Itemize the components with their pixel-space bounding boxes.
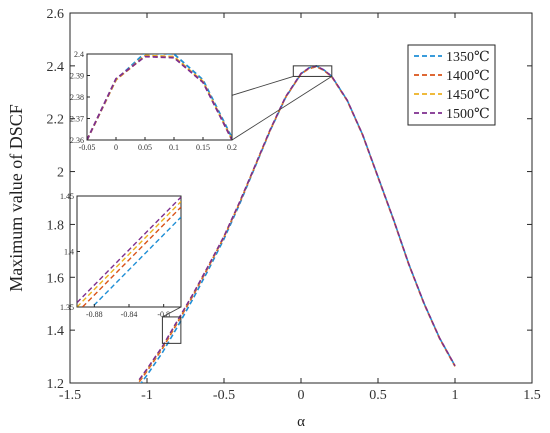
legend-label: 1500℃ (446, 107, 490, 122)
inset-series-line (81, 206, 181, 307)
series-lines (138, 65, 456, 383)
inset-y-tick-label: 2.38 (70, 93, 84, 102)
y-tick-label: 2.6 (47, 7, 65, 22)
y-axis-title: Maximum value of DSCF (6, 104, 26, 292)
inset-x-tick-label: 0.1 (169, 143, 179, 152)
inset-x-tick-label: -0.05 (79, 143, 96, 152)
x-tick-label: -0.5 (213, 388, 235, 403)
y-tick-label: 1.4 (47, 324, 65, 339)
x-tick-label: 1.5 (523, 388, 541, 403)
x-tick-label: -1 (141, 388, 153, 403)
x-tick-label: -1.5 (59, 388, 81, 403)
inset-x-tick-label: -0.88 (86, 310, 103, 319)
inset-x-tick-label: -0.84 (121, 310, 138, 319)
series-line (138, 65, 456, 381)
zoom-box-rise (161, 316, 182, 344)
x-tick-label: 0.5 (369, 388, 387, 403)
inset-series-line (77, 201, 181, 307)
zoom-connector (231, 76, 333, 141)
inset-y-tick-label: 2.39 (70, 72, 84, 81)
inset-x-tick-label: 0.05 (138, 143, 152, 152)
x-tick-label: 0 (298, 388, 305, 403)
inset-y-tick-label: 2.37 (70, 115, 84, 124)
zoom-connector (162, 306, 182, 318)
inset-lines (87, 54, 232, 140)
y-tick-label: 1.2 (47, 377, 65, 392)
inset-y-tick-label: 1.4 (64, 248, 74, 257)
inset-y-tick-label: 1.35 (60, 303, 74, 312)
y-tick-label: 1.8 (47, 218, 65, 233)
y-tick-label: 2.4 (47, 60, 65, 75)
inset-x-tick-label: -0.8 (157, 310, 170, 319)
inset-series-line (77, 196, 181, 304)
inset-y-tick-label: 2.4 (74, 50, 84, 59)
zoom-box-peak (292, 65, 333, 77)
inset-series-line (87, 55, 232, 140)
inset-y-tick-label: 2.36 (70, 136, 84, 145)
x-tick-label: 1 (452, 388, 459, 403)
inset-frame (76, 195, 182, 308)
inset-x-tick-label: 0.2 (227, 143, 237, 152)
legend-label: 1350℃ (446, 50, 490, 65)
legend-box (407, 44, 496, 126)
legend-label: 1400℃ (446, 69, 490, 84)
y-tick-label: 2 (57, 166, 64, 181)
y-tick-label: 1.6 (47, 271, 65, 286)
y-tick-label: 2.2 (47, 113, 65, 128)
inset-series-line (87, 54, 232, 140)
inset-x-tick-label: 0.15 (196, 143, 210, 152)
x-axis-title: α (297, 414, 305, 430)
inset-frame (86, 53, 233, 141)
inset-y-tick-label: 1.45 (60, 192, 74, 201)
inset-x-tick-label: 0 (114, 143, 118, 152)
legend-label: 1450℃ (446, 88, 490, 103)
